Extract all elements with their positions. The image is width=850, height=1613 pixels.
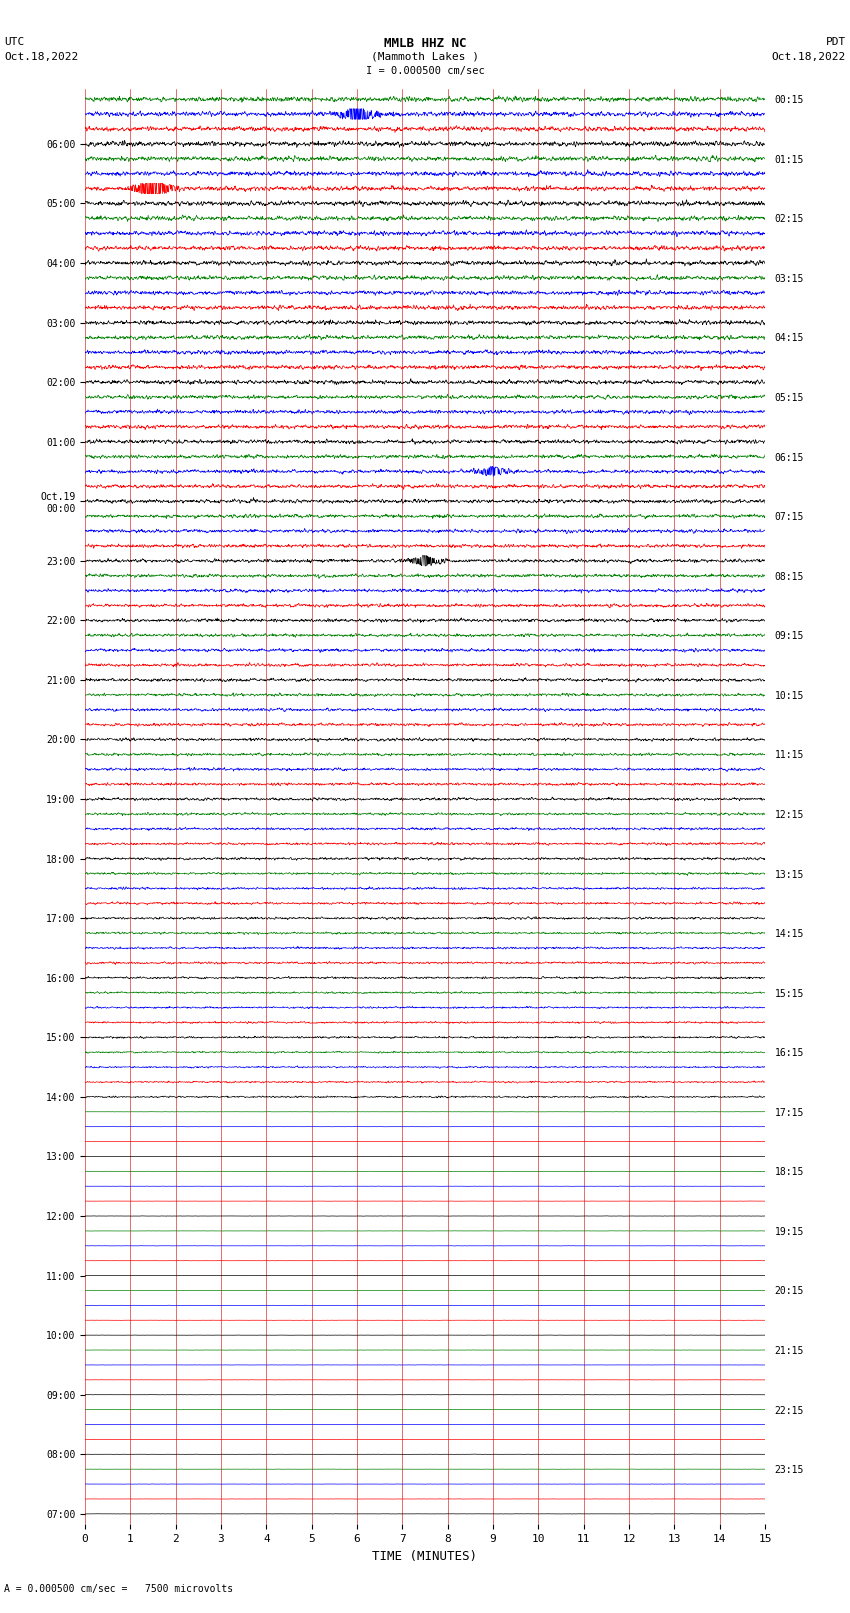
X-axis label: TIME (MINUTES): TIME (MINUTES) (372, 1550, 478, 1563)
Text: MMLB HHZ NC: MMLB HHZ NC (383, 37, 467, 50)
Text: A = 0.000500 cm/sec =   7500 microvolts: A = 0.000500 cm/sec = 7500 microvolts (4, 1584, 234, 1594)
Text: (Mammoth Lakes ): (Mammoth Lakes ) (371, 52, 479, 61)
Text: I = 0.000500 cm/sec: I = 0.000500 cm/sec (366, 66, 484, 76)
Text: UTC: UTC (4, 37, 25, 47)
Text: Oct.18,2022: Oct.18,2022 (772, 52, 846, 61)
Text: Oct.18,2022: Oct.18,2022 (4, 52, 78, 61)
Text: PDT: PDT (825, 37, 846, 47)
